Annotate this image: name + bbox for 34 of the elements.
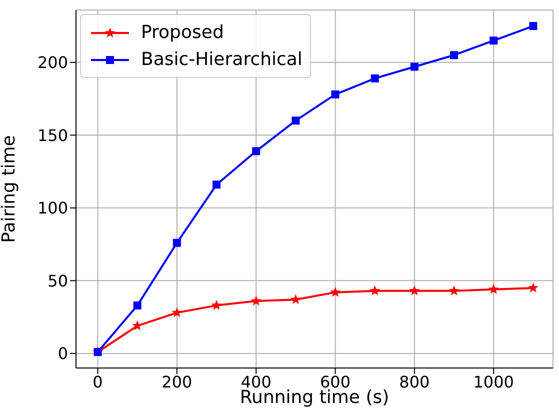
point	[370, 285, 380, 296]
point	[290, 294, 301, 304]
point	[409, 285, 420, 296]
point	[488, 284, 499, 294]
x-tick-label: 0	[92, 372, 103, 392]
point	[370, 74, 379, 82]
legend-label: Proposed	[141, 22, 224, 43]
x-tick-label: 800	[399, 372, 430, 392]
point	[211, 300, 222, 310]
point	[330, 286, 341, 297]
point	[410, 62, 418, 71]
point	[450, 51, 458, 60]
point	[331, 90, 340, 98]
x-axis-title: Running time (s)	[240, 387, 390, 408]
legend-label: Basic-Hierarchical	[141, 49, 302, 70]
point	[172, 307, 182, 318]
point	[448, 285, 460, 296]
y-axis-title: Pairing time	[0, 135, 20, 243]
y-tick-label: 50	[48, 271, 68, 290]
x-tick-label: 200	[162, 372, 192, 392]
y-tick-label: 0	[58, 344, 68, 364]
y-tick-label: 200	[37, 53, 68, 72]
point	[133, 301, 142, 310]
point	[529, 22, 538, 30]
y-tick-label: 100	[37, 198, 68, 218]
point	[528, 282, 538, 292]
point	[172, 238, 181, 247]
x-tick-label: 1000	[473, 372, 514, 392]
point	[252, 147, 260, 156]
point	[212, 180, 221, 189]
y-tick-label: 150	[37, 126, 68, 145]
point	[292, 116, 300, 125]
point	[490, 36, 498, 45]
point	[250, 296, 262, 306]
